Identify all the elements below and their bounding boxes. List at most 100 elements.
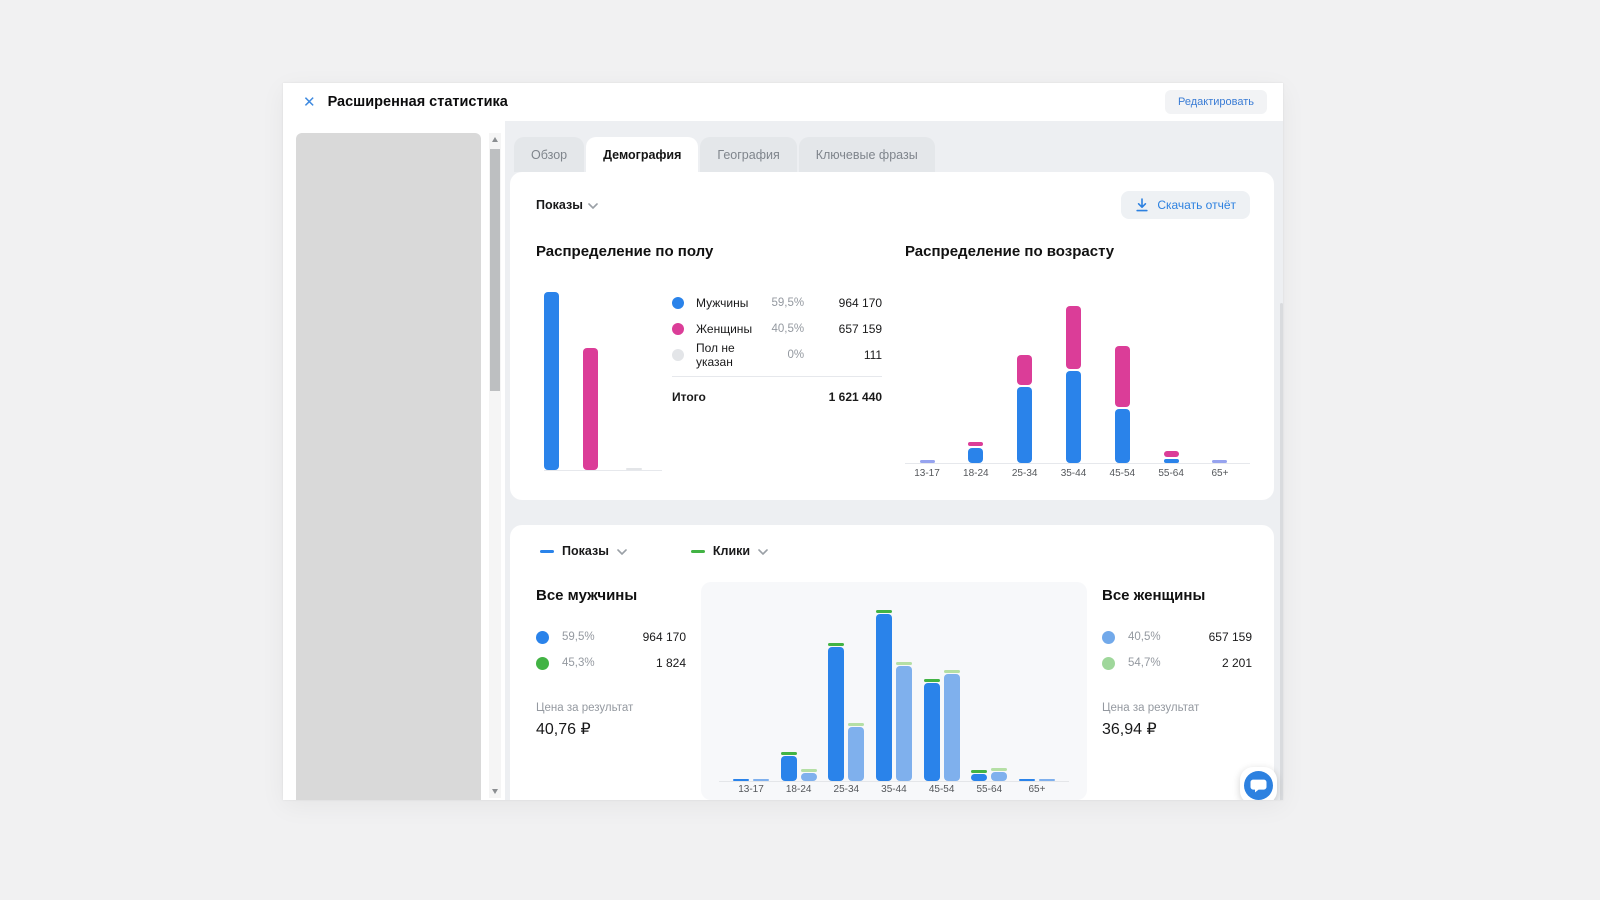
series-label: Показы [562,544,609,558]
female-bar-stack [800,769,817,781]
stat-value: 657 159 [1208,630,1252,644]
legend-percent: 0% [787,349,805,361]
tab-2[interactable]: География [700,137,797,172]
age-axis-label: 18-24 [963,468,989,479]
grouped-pair-45-54 [923,670,960,781]
support-chat-button[interactable] [1240,767,1277,800]
clicks-cap [780,752,797,755]
gender-legend-row-2: Пол не указан 0% 111 [672,341,883,369]
age-bar-sliver [1212,460,1228,463]
stat-row-1: 54,7% 2 201 [1102,650,1252,676]
main-content: Обзор Демография География Ключевые фразы П… [505,121,1283,800]
age-bar-55-64 [1163,451,1179,463]
gender-chart-baseline [544,470,662,471]
age-axis-label: 25-34 [1011,468,1038,479]
age-bar-13-17 [919,460,935,463]
male-impressions-bar [971,774,988,781]
scroll-down-icon [492,789,498,794]
series-dash-icon [690,549,705,553]
gender-bar-1 [583,348,598,470]
download-report-button[interactable]: Скачать отчёт [1121,191,1250,219]
stat-percent: 54,7% [1128,657,1161,669]
series-legend: Показы Клики [540,541,1252,561]
age-axis-label: 13-17 [914,468,940,479]
grouped-pair-13-17 [733,779,769,781]
age-bar-45-54 [1114,346,1130,463]
legend-value: 111 [863,348,883,362]
age-gender-grouped-chart: 13-17 18-24 25-34 35-44 45-54 55-64 65+ [701,582,1087,800]
stat-row-0: 59,5% 964 170 [536,624,686,650]
men-price-value: 40,76 ₽ [536,721,591,738]
close-icon[interactable]: ✕ [303,94,316,111]
metric-dropdown-label: Показы [536,198,583,212]
gender-chart-title: Распределение по полу [536,243,714,260]
series-legend-item-0[interactable]: Показы [540,544,627,558]
legend-divider [672,376,883,377]
age-bar-18-24 [968,442,984,463]
women-stats-block: Все женщины 40,5% 657 159 54,7% 2 201 Цена … [1102,582,1252,800]
left-placeholder-panel [296,133,481,800]
legend-dot-icon [672,349,684,361]
men-stats-block: Все мужчины 59,5% 964 170 45,3% 1 824 Цена … [536,582,686,800]
legend-percent: 59,5% [771,297,805,309]
male-bar-stack [828,643,845,781]
age-bar-female-segment [1114,346,1130,407]
age-axis-label: 65+ [1211,468,1229,479]
series-label: Клики [712,544,751,558]
series-legend-item-1[interactable]: Клики [690,544,768,558]
clicks-cap [991,768,1008,771]
stat-value: 964 170 [642,630,686,644]
age-bar-sliver [919,460,935,463]
female-impressions-bar [848,727,865,781]
scrollbar-thumb[interactable] [490,149,500,391]
women-price-label: Цена за результат [1102,702,1200,714]
age-chart-axis-labels: 13-17 18-24 25-34 35-44 45-54 55-64 65+ [905,464,1250,479]
tab-1[interactable]: Демография [586,137,699,172]
demography-card: Показы Скачать отчёт Распределе [510,172,1274,500]
legend-label: Женщины [696,322,753,336]
clicks-cap [848,723,865,726]
chat-bubble-icon [1244,771,1273,800]
men-stat-rows: 59,5% 964 170 45,3% 1 824 [536,624,686,676]
gender-total-row: Итого 1 621 440 [672,385,882,409]
stat-value: 1 824 [655,656,686,670]
female-impressions-bar [943,674,960,781]
grouped-axis-label: 35-44 [881,784,907,795]
age-bar-male-segment [1065,371,1081,463]
scroll-down-button[interactable] [489,785,501,798]
grouped-chart-axis-labels: 13-17 18-24 25-34 35-44 45-54 55-64 65+ [719,782,1069,795]
men-stats-title: Все мужчины [536,587,638,604]
metric-dropdown[interactable]: Показы [536,198,598,212]
chevron-down-icon [758,549,768,555]
series-dash-icon [540,549,554,553]
tab-3[interactable]: Ключевые фразы [798,137,935,172]
age-axis-label: 35-44 [1060,468,1087,479]
male-impressions-bar [780,756,797,781]
female-bar-stack [943,670,960,781]
stat-dot-icon [536,656,549,670]
tab-0[interactable]: Обзор [514,137,585,172]
male-bar-stack [923,679,940,781]
female-impressions-bar [800,773,817,781]
age-bar-35-44 [1065,306,1081,463]
grouped-axis-label: 55-64 [976,784,1003,795]
grouped-pair-25-34 [828,643,865,781]
female-impressions-bar [1038,779,1055,781]
age-bar-65+ [1212,460,1228,463]
age-bar-female-segment [1017,355,1033,385]
download-icon [1135,198,1149,212]
male-impressions-bar [1018,779,1035,781]
clicks-cap [800,769,817,772]
stat-row-0: 40,5% 657 159 [1102,624,1252,650]
gender-legend-row-1: Женщины 40,5% 657 159 [672,316,882,342]
content-scrollbar[interactable] [1280,303,1283,800]
edit-button[interactable]: Редактировать [1165,90,1267,114]
grouped-pair-55-64 [971,768,1008,781]
gender-bar-chart [536,290,662,471]
tab-bar: Обзор Демография География Ключевые фразы [514,137,1274,172]
female-impressions-bar [895,666,912,781]
women-stats-title: Все женщины [1102,587,1206,604]
age-bar-female-segment [1163,451,1179,457]
left-scrollbar[interactable] [489,133,501,798]
scroll-up-button[interactable] [489,133,501,146]
